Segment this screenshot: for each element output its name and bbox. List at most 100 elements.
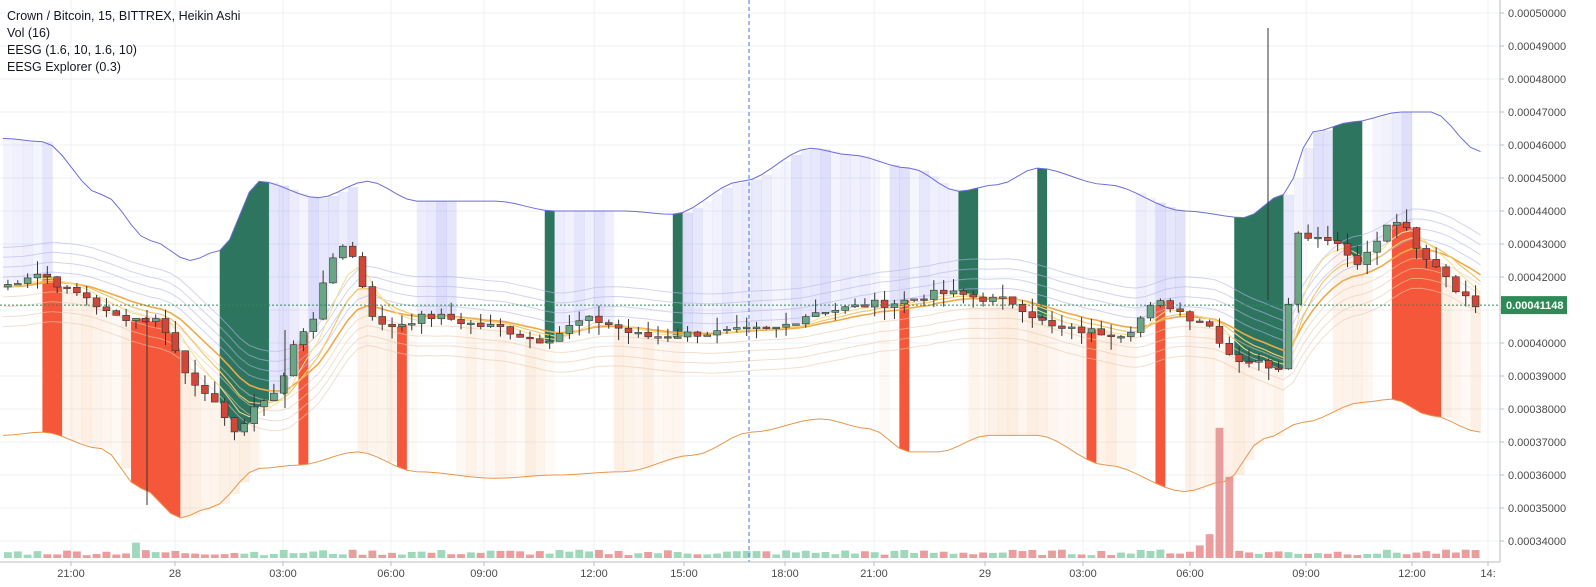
candle-down[interactable] <box>614 324 623 329</box>
candle-down[interactable] <box>191 372 199 386</box>
candle-down[interactable] <box>1265 360 1273 369</box>
candle-down[interactable] <box>230 417 239 433</box>
candle-up[interactable] <box>151 318 160 322</box>
candle-down[interactable] <box>447 313 455 320</box>
candle-up[interactable] <box>713 330 721 336</box>
candle-up[interactable] <box>4 284 12 288</box>
candle-up[interactable] <box>23 277 32 284</box>
candle-up[interactable] <box>772 326 780 329</box>
legend-eesg-explorer[interactable]: EESG Explorer (0.3) <box>7 60 121 74</box>
candle-up[interactable] <box>545 341 554 344</box>
candle-down[interactable] <box>1235 354 1243 363</box>
candle-down[interactable] <box>1324 237 1332 241</box>
candle-up[interactable] <box>683 331 692 338</box>
candle-up[interactable] <box>398 323 406 327</box>
candle-down[interactable] <box>388 323 396 327</box>
candle-down[interactable] <box>181 350 189 374</box>
candle-down[interactable] <box>1343 243 1352 256</box>
candle-down[interactable] <box>644 332 652 338</box>
candle-up[interactable] <box>1127 332 1135 337</box>
candle-up[interactable] <box>270 392 278 402</box>
candle-up[interactable] <box>319 282 327 320</box>
candle-down[interactable] <box>506 326 515 335</box>
candle-down[interactable] <box>979 296 987 302</box>
candle-up[interactable] <box>408 323 416 326</box>
candle-up[interactable] <box>930 289 938 300</box>
candle-up[interactable] <box>821 312 830 315</box>
candle-down[interactable] <box>1462 291 1470 297</box>
candle-down[interactable] <box>1412 227 1421 249</box>
candle-up[interactable] <box>565 325 574 334</box>
legend-eesg[interactable]: EESG (1.6, 10, 1.6, 10) <box>7 43 137 57</box>
candle-up[interactable] <box>910 298 918 301</box>
candle-down[interactable] <box>1196 320 1204 323</box>
candle-down[interactable] <box>102 306 111 311</box>
candle-up[interactable] <box>437 313 446 320</box>
candle-up[interactable] <box>585 315 593 322</box>
candle-down[interactable] <box>457 319 465 325</box>
candle-up[interactable] <box>260 400 268 408</box>
candle-up[interactable] <box>1314 237 1322 240</box>
candle-down[interactable] <box>378 316 386 325</box>
legend-volume[interactable]: Vol (16) <box>7 26 51 40</box>
candle-up[interactable] <box>1284 303 1293 370</box>
candle-up[interactable] <box>802 316 810 325</box>
candle-down[interactable] <box>368 286 377 317</box>
candle-down[interactable] <box>496 324 505 327</box>
candle-down[interactable] <box>959 290 968 295</box>
candle-down[interactable] <box>1097 328 1105 336</box>
candle-down[interactable] <box>201 384 209 394</box>
candle-down[interactable] <box>939 289 948 295</box>
candle-up[interactable] <box>1156 300 1165 306</box>
candle-down[interactable] <box>595 315 603 323</box>
candle-down[interactable] <box>1107 334 1115 337</box>
candle-down[interactable] <box>1008 296 1017 305</box>
candle-up[interactable] <box>1068 326 1076 329</box>
candle-down[interactable] <box>880 299 889 308</box>
candle-up[interactable] <box>723 328 731 332</box>
candle-up[interactable] <box>890 303 899 308</box>
candle-up[interactable] <box>1255 360 1263 363</box>
candle-down[interactable] <box>83 292 91 299</box>
candle-down[interactable] <box>348 245 357 257</box>
candle-up[interactable] <box>329 257 337 284</box>
candle-up[interactable] <box>339 245 347 259</box>
candle-up[interactable] <box>673 336 682 339</box>
candle-down[interactable] <box>1176 308 1184 312</box>
candle-up[interactable] <box>999 296 1007 299</box>
candle-up[interactable] <box>703 334 711 337</box>
candle-up[interactable] <box>1373 240 1381 253</box>
candle-down[interactable] <box>1422 248 1431 260</box>
candle-down[interactable] <box>1442 266 1450 278</box>
candle-up[interactable] <box>299 331 308 345</box>
candle-up[interactable] <box>575 320 583 326</box>
candle-up[interactable] <box>792 323 800 326</box>
candle-up[interactable] <box>1117 336 1125 339</box>
candle-down[interactable] <box>92 297 101 308</box>
candle-down[interactable] <box>112 310 120 316</box>
candle-down[interactable] <box>1452 276 1460 293</box>
candle-down[interactable] <box>693 331 702 337</box>
candle-down[interactable] <box>1058 325 1066 329</box>
candle-up[interactable] <box>841 306 849 311</box>
candle-down[interactable] <box>1186 311 1194 322</box>
candle-down[interactable] <box>427 313 436 320</box>
candle-down[interactable] <box>220 401 229 419</box>
candle-down[interactable] <box>476 322 485 327</box>
candle-up[interactable] <box>654 336 662 339</box>
candle-up[interactable] <box>1294 232 1302 305</box>
candle-down[interactable] <box>1205 321 1214 327</box>
candle-down[interactable] <box>1018 303 1027 313</box>
candle-up[interactable] <box>782 323 790 328</box>
candle-up[interactable] <box>1146 305 1155 319</box>
candle-down[interactable] <box>1077 326 1086 334</box>
legend-symbol[interactable]: Crown / Bitcoin, 15, BITTREX, Heikin Ash… <box>7 9 241 23</box>
candle-up[interactable] <box>811 312 820 317</box>
candle-up[interactable] <box>240 423 249 433</box>
candle-down[interactable] <box>969 294 977 298</box>
candle-down[interactable] <box>1471 295 1480 308</box>
candle-up[interactable] <box>279 375 288 394</box>
candle-down[interactable] <box>605 322 613 325</box>
candle-down[interactable] <box>1304 232 1312 239</box>
